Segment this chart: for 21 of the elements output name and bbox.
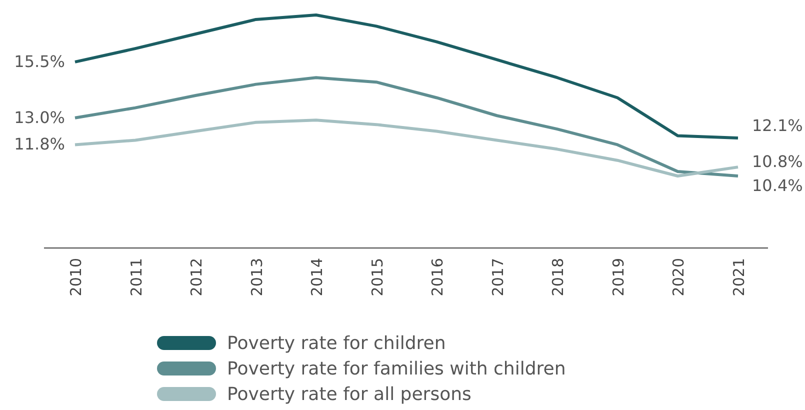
legend-label: Poverty rate for families with children: [227, 358, 566, 380]
legend-label: Poverty rate for children: [227, 333, 446, 354]
x-tick-label: 2010: [67, 258, 85, 296]
data-label: 15.5%: [14, 52, 65, 71]
data-label: 10.8%: [752, 152, 803, 172]
x-tick-label: 2011: [127, 258, 146, 296]
x-tick-label: 2018: [549, 258, 568, 296]
data-label: 10.4%: [752, 176, 803, 195]
x-tick-label: 2012: [188, 258, 206, 296]
data-label: 13.0%: [14, 108, 65, 127]
x-tick-label: 2014: [308, 258, 326, 296]
x-tick-label: 2017: [488, 258, 507, 296]
x-tick-label: 2013: [248, 258, 266, 296]
data-label: 12.1%: [752, 116, 803, 135]
x-tick-label: 2021: [730, 258, 748, 296]
x-tick-label: 2020: [670, 258, 688, 296]
x-tick-label: 2015: [368, 258, 386, 296]
x-tick-label: 2019: [609, 258, 628, 296]
data-label: 11.8%: [14, 134, 65, 154]
x-tick-label: 2016: [428, 258, 447, 296]
legend-label: Poverty rate for all persons: [227, 384, 472, 405]
